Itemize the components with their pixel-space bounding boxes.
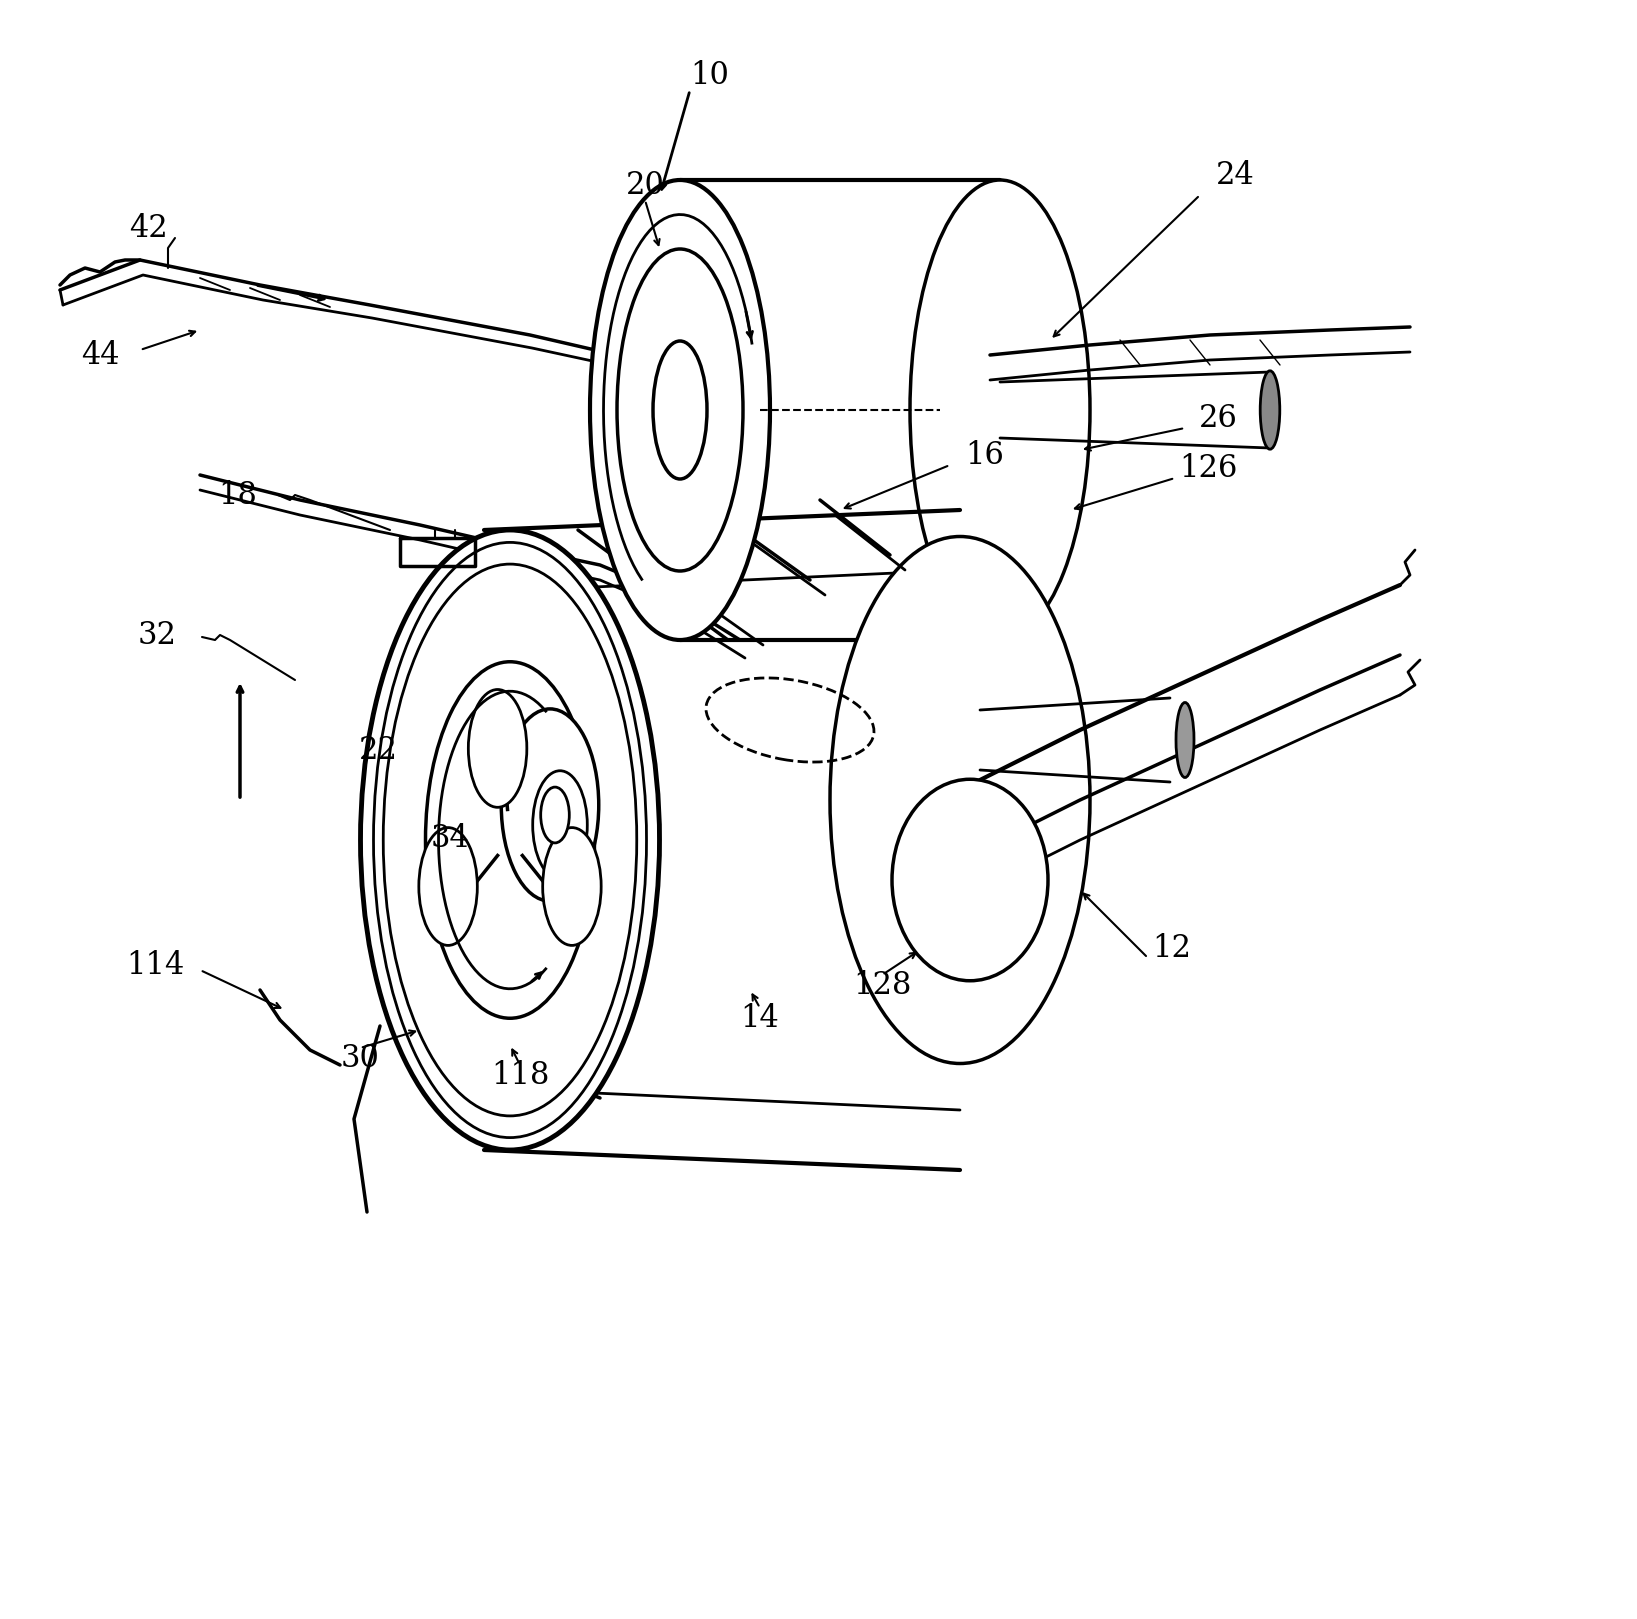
Text: 42: 42 [129,212,167,243]
Ellipse shape [653,342,707,479]
Ellipse shape [501,709,599,902]
Ellipse shape [589,180,769,640]
Ellipse shape [892,779,1048,981]
Ellipse shape [426,662,594,1018]
Ellipse shape [532,771,588,879]
Text: 12: 12 [1152,933,1192,963]
Ellipse shape [383,563,637,1115]
Text: 32: 32 [138,620,177,651]
Text: 118: 118 [491,1059,548,1091]
Ellipse shape [468,690,527,808]
Text: 128: 128 [853,970,912,1001]
Text: 30: 30 [340,1043,380,1073]
Text: 14: 14 [740,1002,779,1033]
Text: 126: 126 [1179,452,1238,484]
Text: 16: 16 [966,439,1005,471]
Ellipse shape [373,542,647,1138]
Ellipse shape [1175,703,1193,777]
Text: 20: 20 [625,170,665,201]
Ellipse shape [830,536,1090,1064]
Ellipse shape [540,787,570,843]
Ellipse shape [1260,371,1280,448]
Text: 34: 34 [431,822,470,853]
Text: 22: 22 [359,735,398,766]
Text: 18: 18 [219,479,257,510]
Text: 26: 26 [1198,403,1238,434]
Ellipse shape [910,180,1090,640]
Text: 114: 114 [126,949,183,981]
Ellipse shape [360,529,660,1149]
Ellipse shape [419,827,478,945]
Text: 44: 44 [80,340,120,371]
Ellipse shape [543,827,601,945]
Text: 10: 10 [691,60,730,91]
Ellipse shape [617,249,743,572]
Text: 24: 24 [1216,160,1254,191]
